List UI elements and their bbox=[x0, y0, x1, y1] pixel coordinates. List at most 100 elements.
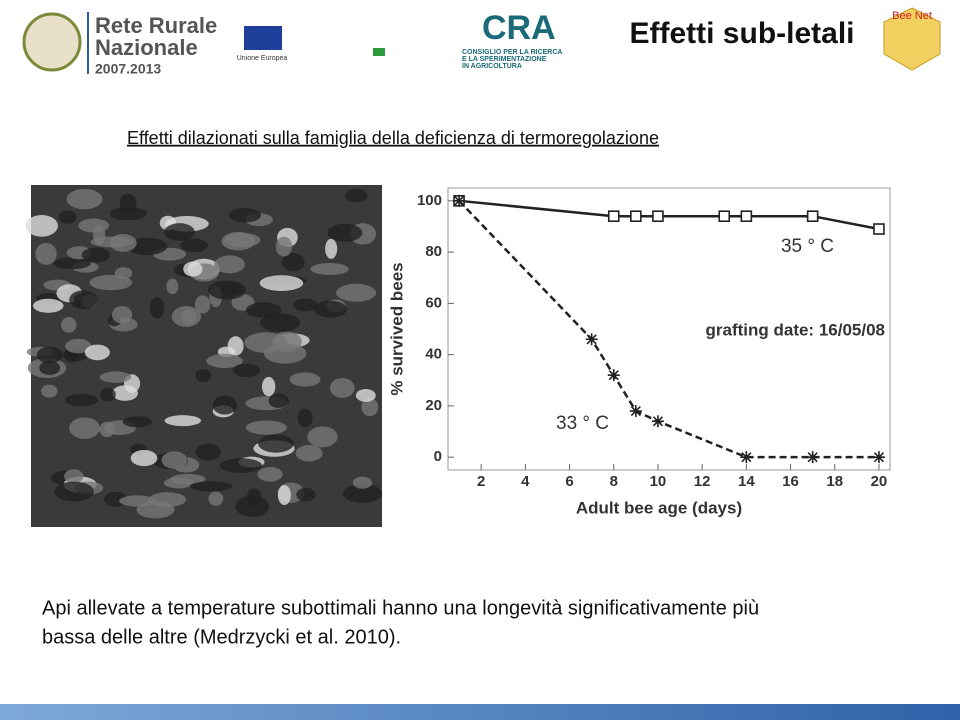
bee-shape bbox=[245, 420, 288, 435]
beenet-label: Bee Net bbox=[892, 10, 932, 22]
bee-shape bbox=[246, 488, 262, 507]
bee-shape bbox=[310, 262, 349, 276]
bee-shape bbox=[99, 371, 132, 383]
bee-shape bbox=[163, 477, 194, 489]
x-tick-label: 10 bbox=[650, 473, 667, 490]
x-tick-label: 18 bbox=[826, 473, 843, 490]
bee-shape bbox=[268, 393, 290, 408]
bee-shape bbox=[35, 242, 57, 265]
marker bbox=[453, 194, 466, 207]
x-tick-label: 8 bbox=[610, 473, 618, 490]
bee-shape bbox=[307, 426, 338, 448]
chart: 0 20 40 60 80 100 2 4 6 8 10 12 14 16 18 20 Adult bee ag… bbox=[387, 192, 887, 518]
marker bbox=[872, 451, 885, 464]
y-tick-label: 80 bbox=[425, 243, 442, 260]
x-tick-label: 16 bbox=[782, 473, 799, 490]
x-tick-label: 20 bbox=[871, 473, 888, 490]
eu-label: Unione Europea bbox=[237, 55, 288, 62]
marker bbox=[629, 405, 642, 418]
beenet-logo bbox=[883, 7, 941, 71]
y-tick-label: 40 bbox=[425, 346, 442, 363]
bee-shape bbox=[66, 188, 103, 210]
bee-shape bbox=[208, 491, 224, 506]
bee-shape bbox=[164, 223, 195, 241]
bee-shape bbox=[361, 398, 379, 417]
bee-shape bbox=[149, 297, 165, 319]
bee-shape bbox=[195, 369, 212, 383]
slide-title: Effetti sub-letali bbox=[629, 17, 854, 50]
bee-shape bbox=[53, 257, 91, 270]
bee-shape bbox=[119, 495, 156, 507]
bee-shape bbox=[58, 210, 77, 224]
bee-shape bbox=[181, 309, 197, 326]
bee-shape bbox=[275, 236, 293, 257]
bee-shape bbox=[195, 443, 221, 461]
bee-shape bbox=[261, 376, 276, 397]
bee-shape bbox=[180, 238, 208, 253]
bee-shape bbox=[219, 458, 263, 474]
bee-shape bbox=[164, 415, 202, 427]
bee-shape bbox=[355, 389, 376, 402]
footer-bar bbox=[0, 704, 960, 720]
rrn-logo bbox=[22, 12, 82, 72]
bee-shape bbox=[224, 232, 261, 248]
plot-frame bbox=[447, 187, 891, 471]
x-tick-label: 12 bbox=[694, 473, 711, 490]
bee-shape bbox=[64, 469, 84, 484]
bee-shape bbox=[293, 298, 318, 312]
bee-shape bbox=[289, 372, 321, 387]
bee-shape bbox=[212, 395, 238, 415]
bee-shape bbox=[232, 363, 261, 378]
body-line: Api allevate a temperature subottimali h… bbox=[42, 597, 759, 619]
bee-shape bbox=[89, 274, 133, 291]
x-tick-label: 2 bbox=[477, 473, 485, 490]
bee-shape bbox=[260, 313, 301, 333]
annotation: grafting date: 16/05/08 bbox=[705, 320, 885, 339]
bee-shape bbox=[122, 416, 152, 428]
bee-shape bbox=[69, 290, 98, 310]
bee-shape bbox=[130, 449, 158, 467]
marker bbox=[806, 451, 819, 464]
y-tick-label: 20 bbox=[425, 397, 442, 414]
bee-shape bbox=[112, 385, 138, 401]
marker bbox=[740, 451, 753, 464]
marker bbox=[740, 210, 753, 222]
bee-shape bbox=[54, 481, 95, 502]
y-tick-label: 60 bbox=[425, 294, 442, 311]
bee-shape bbox=[257, 467, 283, 482]
subtitle: Effetti dilazionati sulla famiglia della… bbox=[127, 128, 659, 148]
series-label: 35 ° C bbox=[781, 236, 834, 257]
bee-shape bbox=[99, 387, 116, 402]
cra-line: E LA SPERIMENTAZIONE bbox=[462, 56, 547, 63]
y-axis-label: % survived bees bbox=[387, 262, 406, 395]
bee-shape bbox=[183, 261, 203, 277]
marker bbox=[630, 210, 642, 222]
bee-shape bbox=[227, 336, 244, 356]
bee-shape bbox=[36, 346, 63, 364]
bee-shape bbox=[166, 278, 179, 295]
marker bbox=[585, 333, 598, 346]
bee-shape bbox=[65, 338, 92, 354]
bee-shape bbox=[295, 445, 323, 462]
bee-shape bbox=[345, 188, 368, 203]
logo-years: 2007.2013 bbox=[95, 61, 161, 77]
bee-shape bbox=[325, 238, 338, 259]
bee-shape bbox=[32, 298, 64, 313]
bee-shape bbox=[161, 451, 188, 469]
y-tick-label: 100 bbox=[417, 192, 442, 209]
bee-shape bbox=[335, 283, 377, 302]
bee-shape bbox=[69, 417, 101, 439]
bee-shape bbox=[277, 485, 291, 506]
bee-shape bbox=[296, 487, 316, 502]
bee-shape bbox=[258, 434, 294, 453]
eu-flag bbox=[244, 26, 282, 50]
bee-shape bbox=[61, 317, 77, 333]
bee-shape bbox=[313, 300, 347, 318]
bee-shape bbox=[65, 393, 99, 407]
bee-shape bbox=[109, 233, 137, 252]
cra-line: IN AGRICOLTURA bbox=[462, 63, 522, 70]
bee-shape bbox=[327, 223, 363, 242]
cra-line: CONSIGLIO PER LA RICERCA bbox=[462, 49, 562, 56]
